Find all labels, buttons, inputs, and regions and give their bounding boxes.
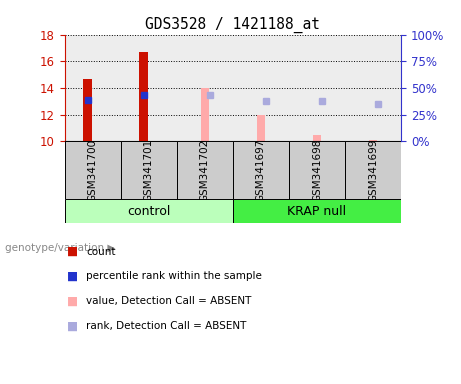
Text: GDS3528 / 1421188_at: GDS3528 / 1421188_at — [145, 17, 320, 33]
Text: GSM341697: GSM341697 — [256, 139, 266, 202]
Bar — [177, 141, 233, 199]
Bar — [65, 35, 121, 141]
Text: ■: ■ — [67, 245, 78, 258]
Text: rank, Detection Call = ABSENT: rank, Detection Call = ABSENT — [86, 321, 247, 331]
Bar — [369, 140, 377, 141]
Bar — [65, 141, 121, 199]
Bar — [121, 35, 177, 141]
Bar — [233, 35, 289, 141]
Bar — [257, 114, 265, 141]
Bar — [289, 35, 345, 141]
Text: KRAP null: KRAP null — [287, 205, 347, 218]
Text: ■: ■ — [67, 295, 78, 308]
Text: GSM341699: GSM341699 — [368, 139, 378, 202]
Text: count: count — [86, 247, 116, 257]
Text: GSM341700: GSM341700 — [88, 139, 98, 202]
Bar — [139, 52, 148, 141]
Text: GSM341701: GSM341701 — [144, 139, 154, 202]
Bar — [83, 79, 92, 141]
Bar — [233, 141, 289, 199]
Text: GSM341698: GSM341698 — [312, 139, 322, 202]
Bar — [313, 135, 321, 141]
Bar — [233, 199, 401, 223]
Bar — [121, 141, 177, 199]
Bar — [289, 141, 345, 199]
Bar — [345, 141, 401, 199]
Text: ■: ■ — [67, 320, 78, 333]
Text: genotype/variation ▶: genotype/variation ▶ — [5, 243, 115, 253]
Text: percentile rank within the sample: percentile rank within the sample — [86, 271, 262, 281]
Bar — [345, 35, 401, 141]
Text: value, Detection Call = ABSENT: value, Detection Call = ABSENT — [86, 296, 252, 306]
Bar — [65, 199, 233, 223]
Text: ■: ■ — [67, 270, 78, 283]
Bar — [177, 35, 233, 141]
Text: GSM341702: GSM341702 — [200, 139, 210, 202]
Bar — [201, 88, 209, 141]
Text: control: control — [127, 205, 171, 218]
